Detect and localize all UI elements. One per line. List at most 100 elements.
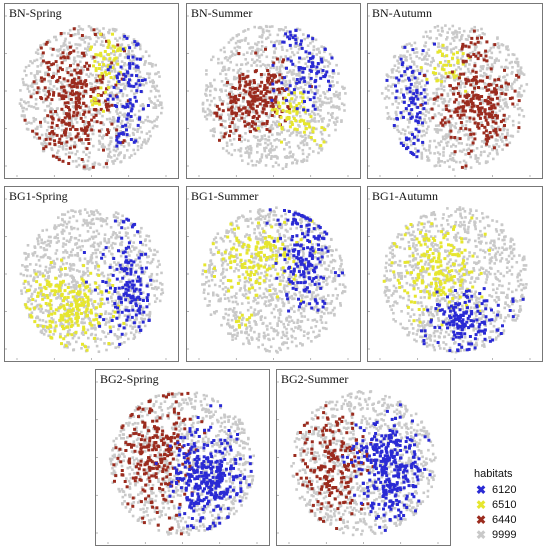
point-9999 xyxy=(153,248,156,252)
point-9999 xyxy=(414,82,417,85)
point-9999 xyxy=(405,109,409,112)
point-6510 xyxy=(48,303,52,307)
point-9999 xyxy=(19,89,22,92)
point-6440 xyxy=(46,65,50,69)
point-6120 xyxy=(421,49,425,53)
point-9999 xyxy=(106,273,110,277)
point-6440 xyxy=(231,100,235,104)
point-9999 xyxy=(103,261,107,265)
point-9999 xyxy=(34,263,38,266)
point-6440 xyxy=(250,99,254,103)
point-9999 xyxy=(156,250,159,254)
point-9999 xyxy=(92,144,95,148)
point-6440 xyxy=(57,118,61,122)
point-9999 xyxy=(88,260,91,264)
point-9999 xyxy=(97,232,101,236)
point-9999 xyxy=(64,58,67,62)
point-6510 xyxy=(106,65,110,69)
point-6120 xyxy=(407,112,411,116)
point-9999 xyxy=(516,71,520,74)
point-6440 xyxy=(464,81,468,85)
point-6510 xyxy=(26,289,29,293)
point-9999 xyxy=(392,76,396,79)
point-9999 xyxy=(120,243,123,247)
point-6440 xyxy=(491,110,494,114)
point-6440 xyxy=(50,63,54,67)
point-9999 xyxy=(440,87,443,91)
point-9999 xyxy=(131,119,134,122)
point-9999 xyxy=(40,53,44,56)
point-6510 xyxy=(287,117,290,120)
point-9999 xyxy=(155,297,159,300)
point-9999 xyxy=(299,95,302,99)
point-9999 xyxy=(76,78,79,81)
point-9999 xyxy=(57,240,60,243)
point-9999 xyxy=(256,84,260,87)
point-6510 xyxy=(58,318,62,322)
point-9999 xyxy=(82,284,85,287)
point-6440 xyxy=(484,129,488,133)
point-6510 xyxy=(106,45,110,49)
point-6510 xyxy=(309,136,313,139)
point-9999 xyxy=(119,265,122,269)
point-6120 xyxy=(116,119,120,123)
point-9999 xyxy=(128,134,131,137)
point-9999 xyxy=(74,33,77,36)
point-6440 xyxy=(489,83,493,87)
point-6510 xyxy=(307,122,311,126)
point-9999 xyxy=(152,279,156,283)
point-9999 xyxy=(114,346,117,349)
point-9999 xyxy=(82,333,85,336)
point-9999 xyxy=(132,58,135,62)
point-6120 xyxy=(415,115,419,119)
point-9999 xyxy=(522,89,526,93)
point-6440 xyxy=(66,79,70,83)
point-9999 xyxy=(63,103,66,107)
point-9999 xyxy=(91,243,95,247)
point-6440 xyxy=(464,127,468,131)
point-9999 xyxy=(131,327,134,330)
point-6440 xyxy=(264,92,268,96)
point-6440 xyxy=(77,105,80,108)
point-9999 xyxy=(506,45,509,48)
point-9999 xyxy=(51,310,55,313)
point-6120 xyxy=(131,104,135,107)
point-9999 xyxy=(322,117,325,120)
point-6440 xyxy=(482,131,486,135)
point-9999 xyxy=(113,154,116,157)
point-9999 xyxy=(444,59,447,63)
point-6440 xyxy=(419,103,423,107)
point-9999 xyxy=(473,48,477,52)
point-9999 xyxy=(498,75,501,79)
point-9999 xyxy=(116,302,120,306)
point-9999 xyxy=(221,147,225,150)
point-9999 xyxy=(240,140,243,143)
point-9999 xyxy=(247,151,250,155)
point-9999 xyxy=(442,89,446,92)
point-9999 xyxy=(86,260,89,263)
point-9999 xyxy=(230,83,234,86)
point-9999 xyxy=(47,104,51,108)
point-9999 xyxy=(396,124,399,128)
point-9999 xyxy=(457,101,461,104)
point-9999 xyxy=(90,222,93,226)
point-9999 xyxy=(44,73,47,77)
point-9999 xyxy=(108,129,111,132)
point-6440 xyxy=(68,123,71,127)
point-9999 xyxy=(87,75,91,78)
point-9999 xyxy=(394,111,398,115)
point-6440 xyxy=(44,137,48,141)
point-9999 xyxy=(48,294,52,297)
point-9999 xyxy=(89,256,93,259)
point-9999 xyxy=(237,148,240,152)
point-9999 xyxy=(66,47,70,51)
point-9999 xyxy=(35,254,39,258)
point-9999 xyxy=(499,138,503,141)
point-6440 xyxy=(270,114,274,117)
point-9999 xyxy=(503,120,507,123)
point-6440 xyxy=(449,114,453,118)
point-9999 xyxy=(235,63,239,67)
point-9999 xyxy=(403,132,407,136)
point-9999 xyxy=(63,318,66,322)
point-9999 xyxy=(97,139,101,143)
